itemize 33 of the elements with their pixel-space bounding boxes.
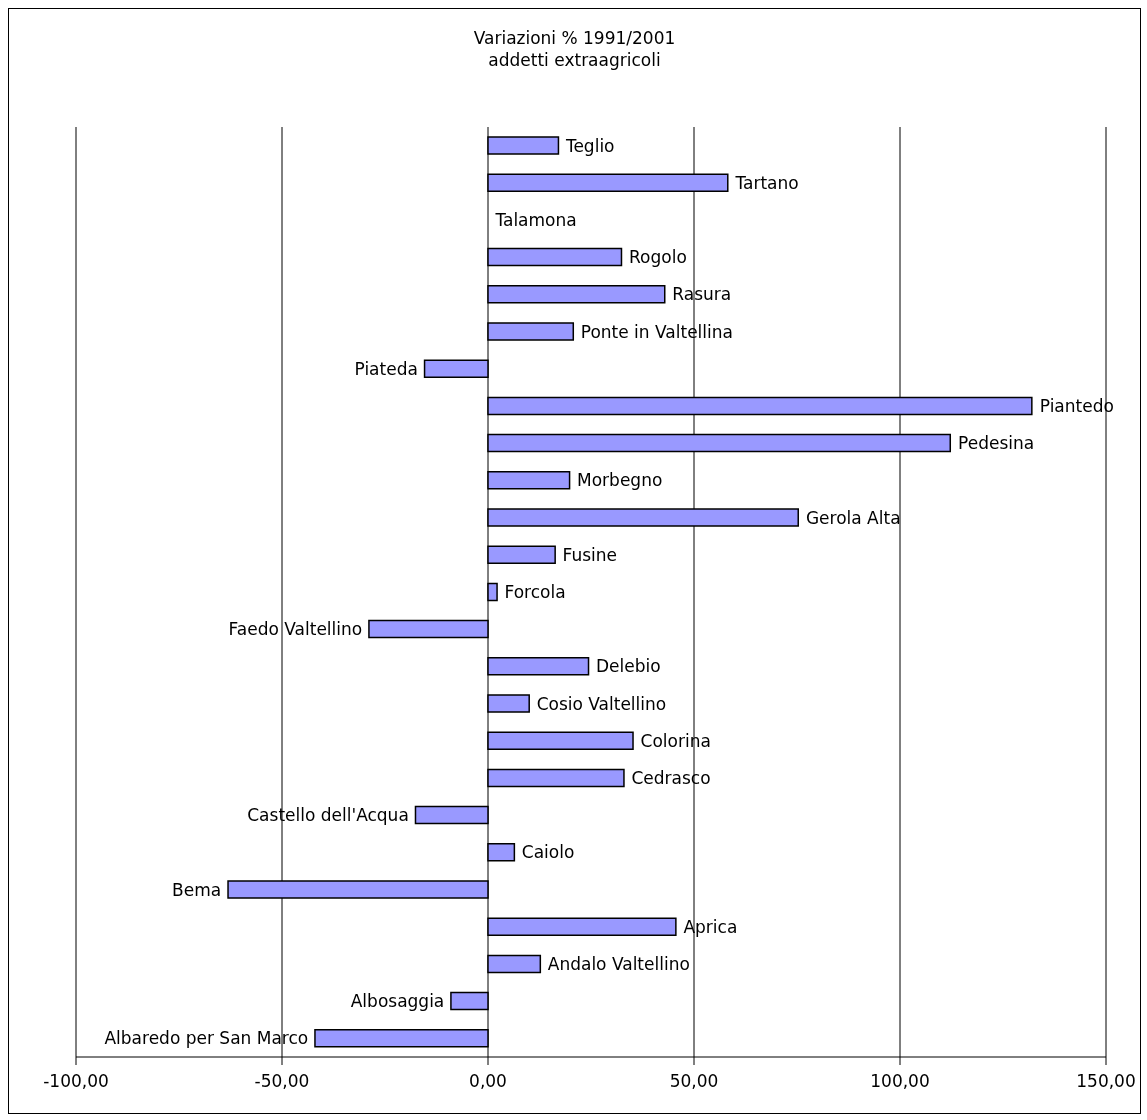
y-tick-label: Rasura (672, 284, 732, 305)
y-tick-label: Fusine (562, 544, 618, 565)
y-tick-label: Morbegno (577, 470, 663, 491)
y-tick-label: Castello dell'Acqua (247, 805, 409, 826)
y-tick-label: Pedesina (958, 433, 1035, 454)
y-tick-label: Teglio (564, 135, 615, 156)
x-tick-label: 100,00 (870, 1071, 930, 1092)
x-tick-label: 50,00 (669, 1071, 719, 1092)
y-tick-label: Albosaggia (350, 991, 445, 1012)
y-tick-label: Piateda (354, 358, 418, 379)
y-tick-label: Talamona (494, 210, 577, 230)
y-tick-label: Tartano (734, 172, 799, 193)
y-tick-label: Andalo Valtellino (547, 954, 690, 974)
y-tick-label: Cosio Valtellino (536, 693, 667, 714)
x-tick-label: 0,00 (469, 1071, 507, 1092)
y-tick-label: Piantedo (1039, 396, 1114, 416)
chart-title: Variazioni % 1991/2001 (472, 27, 677, 49)
chart-subtitle: addetti extraagricoli (487, 49, 662, 71)
x-tick-label: 150,00 (1076, 1071, 1136, 1092)
y-tick-label: Gerola Alta (805, 507, 901, 528)
y-tick-label: Aprica (683, 916, 738, 937)
y-tick-label: Forcola (504, 582, 566, 602)
y-tick-label: Delebio (596, 656, 661, 677)
x-tick-label: -50,00 (254, 1071, 310, 1092)
y-tick-label: Faedo Valtellino (228, 619, 363, 640)
y-tick-label: Ponte in Valtellina (580, 321, 733, 342)
y-tick-label: Cedrasco (631, 768, 711, 788)
y-tick-label: Colorina (640, 730, 711, 751)
y-tick-label: Albaredo per San Marco (104, 1028, 309, 1049)
y-tick-label: Caiolo (521, 842, 575, 863)
y-tick-label: Rogolo (629, 247, 687, 268)
x-tick-label: -100,00 (43, 1071, 109, 1092)
y-tick-label: Bema (172, 879, 222, 900)
